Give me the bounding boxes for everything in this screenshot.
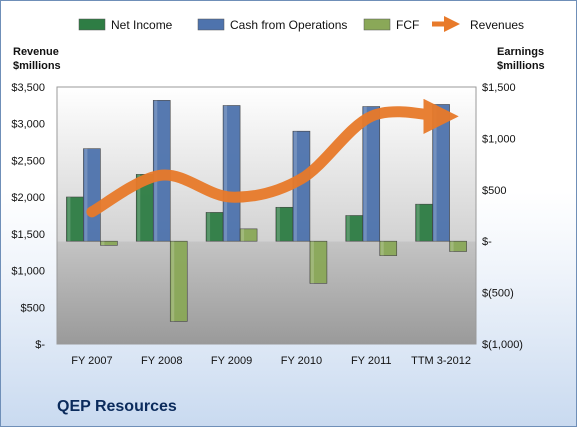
right-tick-label: $- [482, 236, 492, 248]
right-axis-title-line1: Earnings [497, 46, 544, 58]
fcf-bar-highlight [171, 241, 175, 322]
category-label: TTM 3-2012 [411, 355, 471, 367]
right-tick-label: $1,500 [482, 82, 516, 94]
fcf-bar-highlight [241, 228, 245, 242]
left-tick-label: $3,000 [11, 119, 45, 131]
revenue-line-path [86, 98, 459, 218]
left-axis-title-line2: $millions [13, 60, 61, 72]
legend-label-1: Cash from Operations [230, 18, 347, 32]
cash-from-operations-bar [83, 148, 101, 242]
net-income-bar-highlight [416, 204, 420, 242]
fcf-bar [449, 240, 467, 252]
left-tick-label: $3,500 [11, 82, 45, 94]
left-tick-label: $1,000 [11, 266, 45, 278]
axes: Revenue $millions Earnings $millions $- $500 $… [11, 46, 544, 367]
cash-from-operations-bar-highlight [363, 106, 367, 242]
right-tick-label: $(1,000) [482, 339, 523, 351]
right-axis-title-line2: $millions [497, 60, 545, 72]
net-income-bar-highlight [207, 212, 211, 242]
bars [66, 100, 467, 322]
company-name: QEP Resources [57, 398, 177, 415]
cash-from-operations-bar-highlight [84, 148, 88, 242]
fcf-bar [100, 240, 118, 246]
right-tick-label: $500 [482, 185, 506, 197]
revenue-line [86, 98, 459, 218]
legend-swatch-1 [197, 18, 225, 31]
category-label: FY 2011 [351, 355, 392, 367]
fcf-bar [169, 240, 188, 322]
category-label: FY 2010 [281, 355, 322, 367]
cash-from-operations-bar [362, 106, 381, 242]
legend-label-3: Revenues [470, 18, 524, 32]
legend-swatch-0 [78, 18, 106, 31]
legend-swatch-2 [363, 18, 391, 31]
fcf-bar-highlight [450, 241, 454, 252]
left-tick-label: $500 [21, 302, 45, 314]
left-tick-label: $2,000 [11, 192, 45, 204]
plot-background-bottom [57, 241, 476, 344]
net-income-bar-highlight [137, 174, 141, 242]
fcf-bar [309, 240, 328, 284]
fcf-bar [239, 228, 258, 242]
category-label: FY 2009 [211, 355, 252, 367]
plot-border [56, 86, 477, 345]
legend-label-0: Net Income [111, 18, 173, 32]
legend-label-2: FCF [396, 18, 419, 32]
fcf-bar [379, 240, 398, 256]
net-income-bar-highlight [346, 215, 350, 242]
category-label: FY 2007 [71, 355, 112, 367]
net-income-bar-highlight [276, 207, 280, 242]
left-tick-label: $1,500 [11, 229, 45, 241]
category-label: FY 2008 [141, 355, 182, 367]
left-tick-label: $- [35, 339, 45, 351]
right-tick-label: $1,000 [482, 133, 516, 145]
plot-area [56, 86, 477, 345]
net-income-bar-highlight [67, 196, 71, 242]
cash-from-operations-bar [222, 105, 241, 242]
fcf-bar-highlight [101, 241, 105, 246]
fcf-bar-highlight [310, 241, 314, 284]
cash-from-operations-bar-highlight [224, 105, 228, 242]
fcf-bar-highlight [380, 241, 384, 256]
legend: Net Income Cash from Operations FCF Revenue… [78, 15, 524, 33]
left-axis-title-line1: Revenue [13, 46, 59, 58]
cash-from-operations-bar-highlight [433, 104, 437, 242]
left-tick-label: $2,500 [11, 155, 45, 167]
right-tick-label: $(500) [482, 288, 514, 300]
